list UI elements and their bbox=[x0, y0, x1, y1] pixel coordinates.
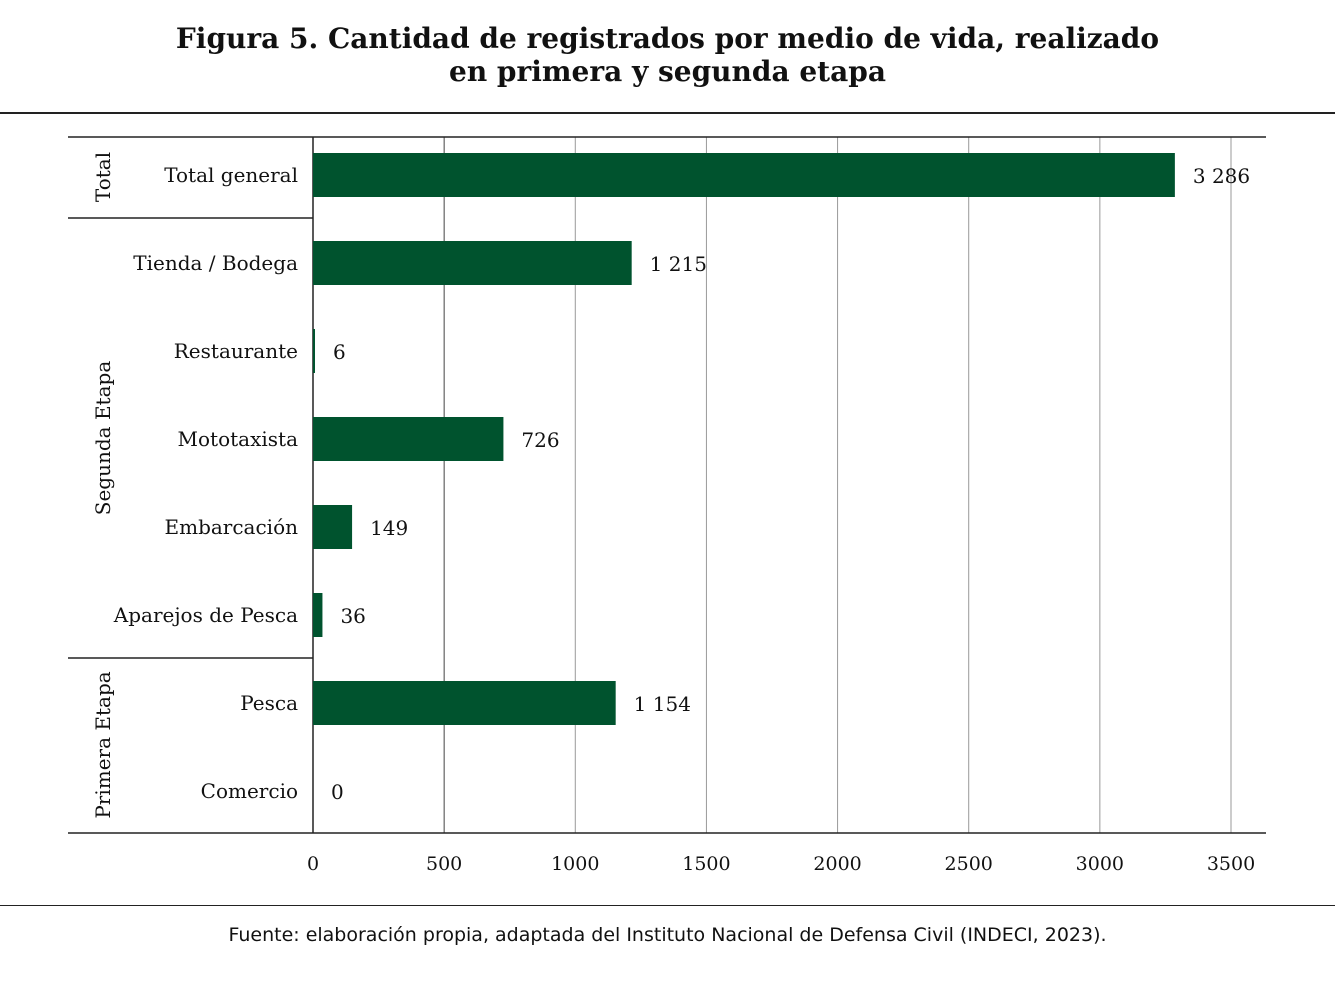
category-label: Embarcación bbox=[165, 515, 299, 539]
x-tick-label: 3000 bbox=[1076, 853, 1124, 875]
x-tick-label: 2500 bbox=[945, 853, 993, 875]
top-rule bbox=[0, 112, 1335, 114]
data-label: 3 286 bbox=[1193, 164, 1250, 188]
bar bbox=[313, 417, 504, 461]
group-label: Total bbox=[91, 152, 115, 202]
source-footer: Fuente: elaboración propia, adaptada del… bbox=[228, 924, 1107, 946]
x-tick-label: 2000 bbox=[813, 853, 861, 875]
data-label: 6 bbox=[333, 340, 346, 364]
chart-title-line2: en primera y segunda etapa bbox=[449, 55, 886, 88]
data-label: 726 bbox=[521, 428, 559, 452]
group-label: Segunda Etapa bbox=[91, 361, 115, 516]
x-tick-label: 0 bbox=[307, 853, 319, 875]
bar bbox=[313, 593, 323, 637]
bar bbox=[313, 505, 353, 549]
data-label: 1 215 bbox=[650, 252, 707, 276]
category-label: Total general bbox=[164, 163, 298, 187]
chart-title: Figura 5. Cantidad de registrados por me… bbox=[0, 22, 1335, 88]
data-label: 149 bbox=[370, 516, 408, 540]
data-label: 1 154 bbox=[634, 692, 691, 716]
bottom-rule bbox=[0, 905, 1335, 906]
x-tick-label: 1500 bbox=[682, 853, 730, 875]
chart-title-line1: Figura 5. Cantidad de registrados por me… bbox=[175, 22, 1160, 55]
x-tick-label: 1000 bbox=[551, 853, 599, 875]
bar bbox=[313, 681, 616, 725]
category-label: Pesca bbox=[240, 691, 298, 715]
category-label: Tienda / Bodega bbox=[133, 251, 298, 275]
category-label: Restaurante bbox=[174, 339, 298, 363]
bar bbox=[313, 329, 315, 373]
x-tick-label: 500 bbox=[426, 853, 462, 875]
x-tick-label: 3500 bbox=[1207, 853, 1255, 875]
data-label: 0 bbox=[331, 780, 344, 804]
data-label: 36 bbox=[340, 604, 365, 628]
category-label: Mototaxista bbox=[178, 427, 299, 451]
group-label: Primera Etapa bbox=[91, 671, 115, 818]
category-label: Comercio bbox=[201, 779, 298, 803]
bar bbox=[313, 153, 1175, 197]
category-label: Aparejos de Pesca bbox=[113, 603, 298, 627]
bar bbox=[313, 241, 632, 285]
